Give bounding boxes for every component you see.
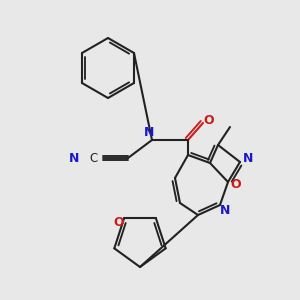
Text: N: N — [220, 203, 230, 217]
Text: O: O — [231, 178, 241, 190]
Text: C: C — [90, 152, 98, 164]
Text: O: O — [114, 216, 124, 229]
Text: O: O — [204, 115, 214, 128]
Text: N: N — [144, 127, 154, 140]
Text: N: N — [243, 152, 253, 166]
Text: N: N — [69, 152, 79, 164]
